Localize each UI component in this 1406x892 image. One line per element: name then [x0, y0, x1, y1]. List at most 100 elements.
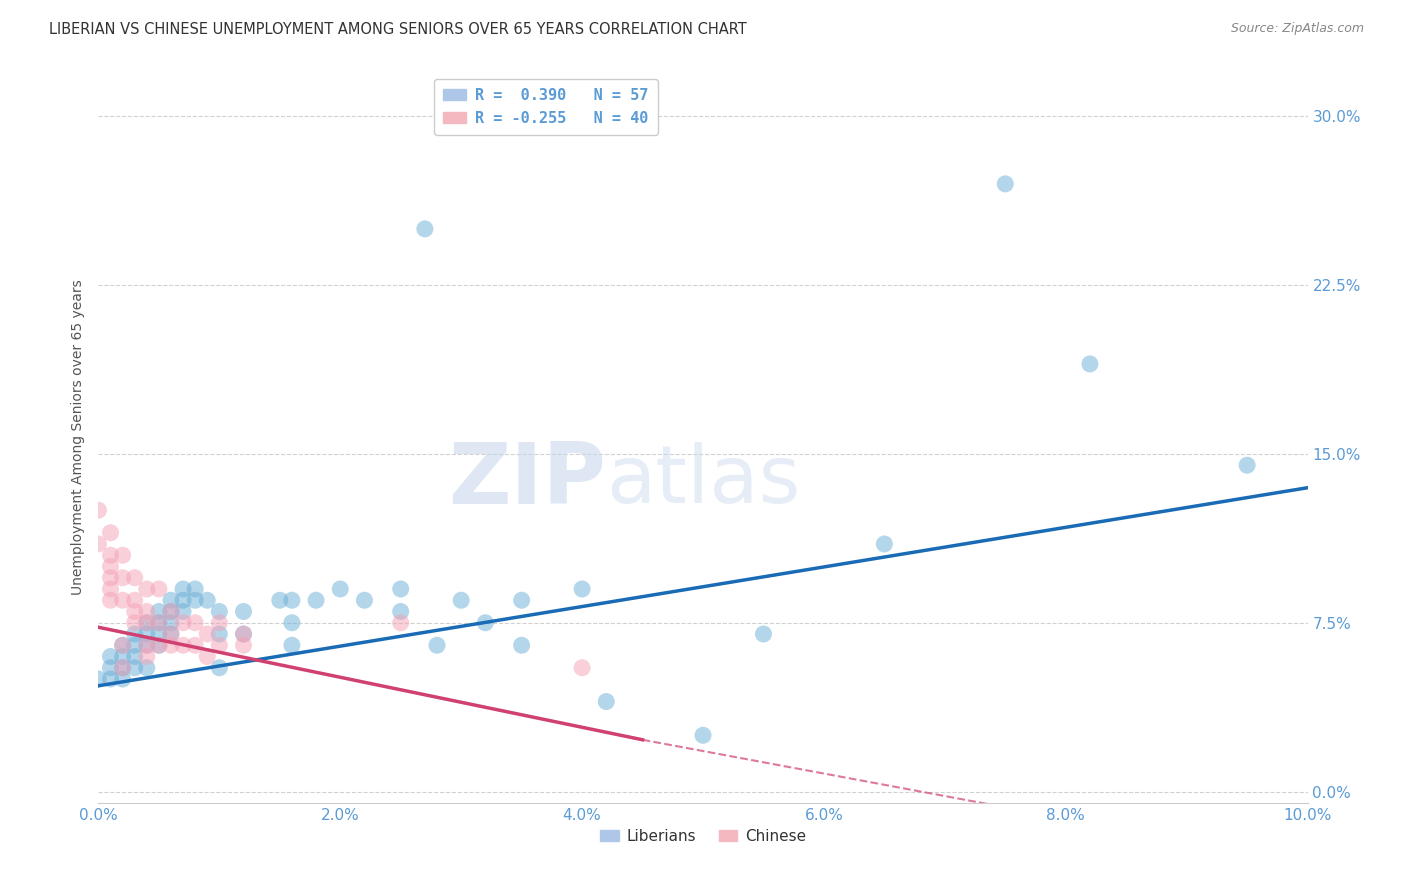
Text: Source: ZipAtlas.com: Source: ZipAtlas.com: [1230, 22, 1364, 36]
Point: [135, 605, 157, 619]
Point: [87, 537, 110, 551]
Point: [474, 615, 496, 630]
Point: [135, 582, 157, 596]
Point: [160, 615, 183, 630]
Point: [184, 593, 207, 607]
Point: [148, 582, 170, 596]
Point: [208, 615, 231, 630]
Point: [160, 605, 183, 619]
Text: atlas: atlas: [606, 442, 800, 520]
Point: [184, 638, 207, 652]
Point: [450, 593, 472, 607]
Point: [208, 661, 231, 675]
Point: [100, 661, 122, 675]
Point: [426, 638, 449, 652]
Point: [195, 627, 218, 641]
Point: [413, 222, 436, 236]
Point: [692, 728, 714, 742]
Point: [100, 672, 122, 686]
Point: [389, 615, 412, 630]
Point: [111, 649, 134, 664]
Point: [100, 571, 122, 585]
Text: LIBERIAN VS CHINESE UNEMPLOYMENT AMONG SENIORS OVER 65 YEARS CORRELATION CHART: LIBERIAN VS CHINESE UNEMPLOYMENT AMONG S…: [49, 22, 747, 37]
Point: [232, 627, 254, 641]
Point: [281, 615, 304, 630]
Point: [389, 582, 412, 596]
Point: [571, 661, 593, 675]
Point: [208, 605, 231, 619]
Point: [172, 615, 194, 630]
Point: [281, 593, 304, 607]
Point: [100, 548, 122, 562]
Text: ZIP: ZIP: [449, 440, 606, 523]
Point: [329, 582, 352, 596]
Point: [1236, 458, 1258, 473]
Point: [184, 582, 207, 596]
Point: [595, 694, 617, 708]
Point: [111, 548, 134, 562]
Point: [124, 605, 146, 619]
Point: [111, 571, 134, 585]
Point: [100, 593, 122, 607]
Point: [124, 571, 146, 585]
Point: [510, 593, 533, 607]
Point: [111, 661, 134, 675]
Point: [124, 615, 146, 630]
Point: [124, 649, 146, 664]
Point: [571, 582, 593, 596]
Point: [195, 593, 218, 607]
Point: [232, 638, 254, 652]
Point: [160, 627, 183, 641]
Point: [135, 638, 157, 652]
Point: [148, 605, 170, 619]
Point: [208, 638, 231, 652]
Point: [269, 593, 291, 607]
Point: [873, 537, 896, 551]
Point: [1078, 357, 1101, 371]
Point: [87, 503, 110, 517]
Point: [135, 615, 157, 630]
Point: [232, 627, 254, 641]
Point: [124, 661, 146, 675]
Point: [100, 582, 122, 596]
Point: [124, 638, 146, 652]
Point: [148, 638, 170, 652]
Point: [160, 627, 183, 641]
Point: [752, 627, 775, 641]
Point: [111, 661, 134, 675]
Point: [160, 605, 183, 619]
Point: [232, 605, 254, 619]
Point: [148, 615, 170, 630]
Point: [148, 638, 170, 652]
Point: [281, 638, 304, 652]
Point: [195, 649, 218, 664]
Point: [135, 615, 157, 630]
Point: [111, 638, 134, 652]
Legend: Liberians, Chinese: Liberians, Chinese: [595, 822, 811, 850]
Point: [111, 638, 134, 652]
Y-axis label: Unemployment Among Seniors over 65 years: Unemployment Among Seniors over 65 years: [72, 279, 86, 595]
Point: [135, 627, 157, 641]
Point: [208, 627, 231, 641]
Point: [172, 638, 194, 652]
Point: [124, 593, 146, 607]
Point: [172, 582, 194, 596]
Point: [148, 615, 170, 630]
Point: [135, 661, 157, 675]
Point: [510, 638, 533, 652]
Point: [100, 525, 122, 540]
Point: [389, 605, 412, 619]
Point: [111, 593, 134, 607]
Point: [305, 593, 328, 607]
Point: [100, 559, 122, 574]
Point: [994, 177, 1017, 191]
Point: [100, 649, 122, 664]
Point: [172, 605, 194, 619]
Point: [160, 593, 183, 607]
Point: [135, 649, 157, 664]
Point: [87, 672, 110, 686]
Point: [353, 593, 375, 607]
Point: [135, 638, 157, 652]
Point: [124, 627, 146, 641]
Point: [172, 593, 194, 607]
